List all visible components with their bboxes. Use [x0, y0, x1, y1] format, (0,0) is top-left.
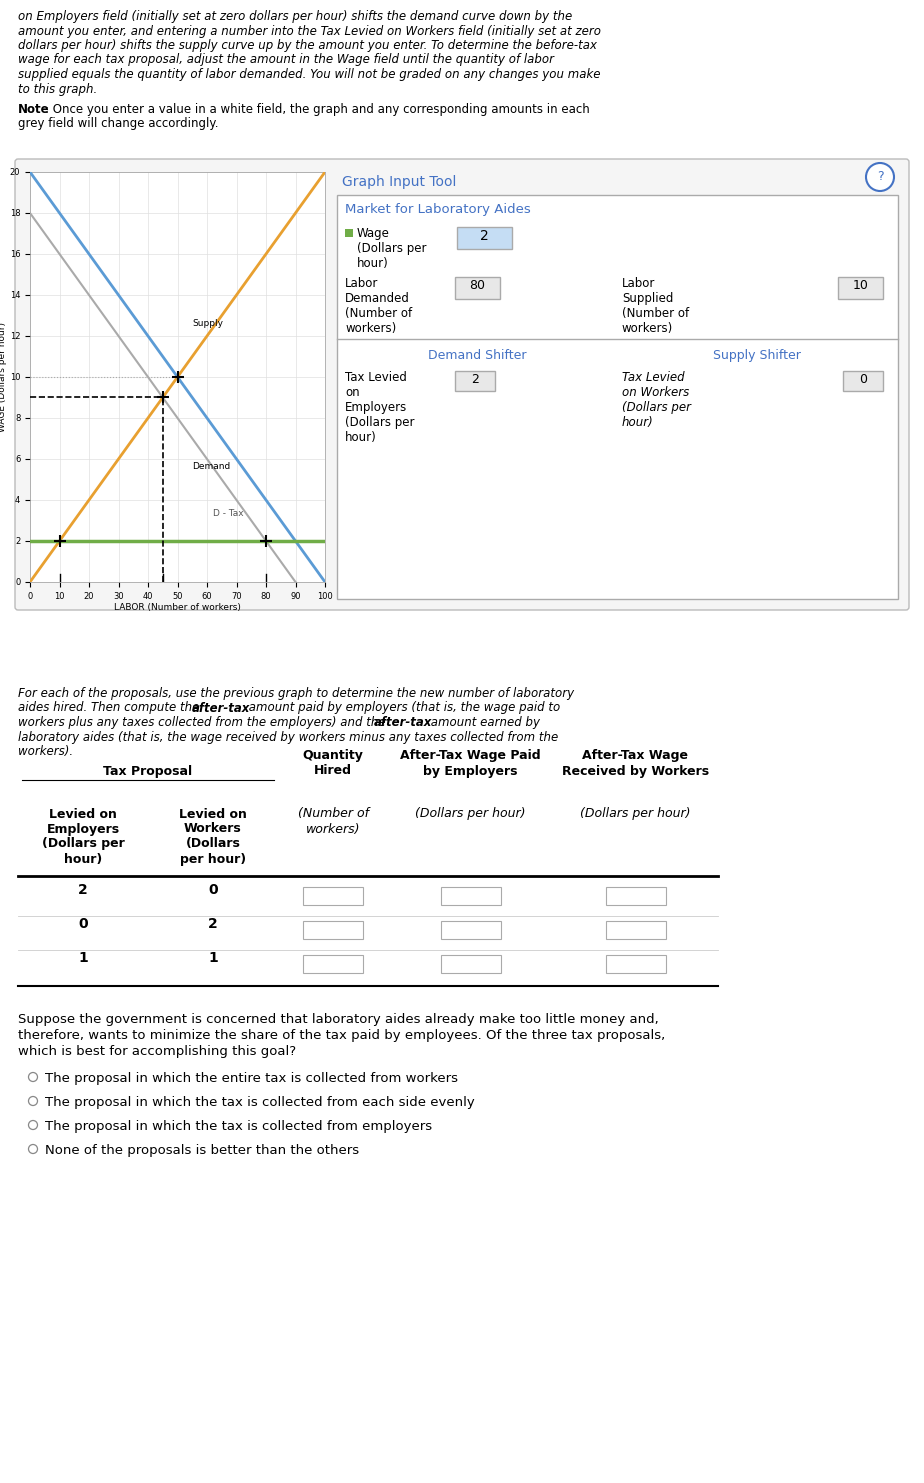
- Text: aides hired. Then compute the: aides hired. Then compute the: [18, 701, 203, 715]
- Text: after-tax: after-tax: [192, 701, 250, 715]
- FancyBboxPatch shape: [843, 371, 883, 392]
- Text: Demand: Demand: [192, 463, 230, 472]
- Text: 2: 2: [79, 884, 88, 897]
- Text: (Dollars per hour): (Dollars per hour): [415, 808, 526, 820]
- Text: Levied on
Workers
(Dollars
per hour): Levied on Workers (Dollars per hour): [179, 808, 247, 866]
- Text: Market for Laboratory Aides: Market for Laboratory Aides: [345, 203, 530, 217]
- FancyBboxPatch shape: [441, 921, 501, 939]
- Text: 0: 0: [208, 884, 218, 897]
- Text: Levied on
Employers
(Dollars per
hour): Levied on Employers (Dollars per hour): [42, 808, 125, 866]
- Text: D - Tax: D - Tax: [213, 509, 244, 519]
- Text: (Dollars per hour): (Dollars per hour): [580, 808, 691, 820]
- Circle shape: [29, 1072, 38, 1081]
- FancyBboxPatch shape: [15, 159, 909, 610]
- Text: 10: 10: [853, 279, 869, 292]
- Text: 1: 1: [79, 952, 88, 965]
- FancyBboxPatch shape: [441, 955, 501, 973]
- Text: workers plus any taxes collected from the employers) and the: workers plus any taxes collected from th…: [18, 716, 389, 730]
- FancyBboxPatch shape: [605, 955, 665, 973]
- Text: 80: 80: [469, 279, 485, 292]
- Text: After-Tax Wage Paid
by Employers: After-Tax Wage Paid by Employers: [400, 749, 541, 777]
- Text: None of the proposals is better than the others: None of the proposals is better than the…: [45, 1143, 359, 1157]
- Text: therefore, wants to minimize the share of the tax paid by employees. Of the thre: therefore, wants to minimize the share o…: [18, 1029, 665, 1043]
- FancyBboxPatch shape: [457, 227, 512, 249]
- X-axis label: LABOR (Number of workers): LABOR (Number of workers): [114, 604, 241, 612]
- FancyBboxPatch shape: [303, 887, 363, 905]
- Text: 2: 2: [480, 228, 489, 243]
- FancyBboxPatch shape: [303, 955, 363, 973]
- Text: which is best for accomplishing this goal?: which is best for accomplishing this goa…: [18, 1044, 296, 1057]
- Y-axis label: WAGE (Dollars per hour): WAGE (Dollars per hour): [0, 322, 6, 432]
- Text: For each of the proposals, use the previous graph to determine the new number of: For each of the proposals, use the previ…: [18, 687, 574, 700]
- Text: Tax Levied
on
Employers
(Dollars per
hour): Tax Levied on Employers (Dollars per hou…: [345, 371, 415, 443]
- Text: 2: 2: [208, 918, 218, 931]
- Text: The proposal in which the entire tax is collected from workers: The proposal in which the entire tax is …: [45, 1072, 458, 1086]
- FancyBboxPatch shape: [838, 277, 883, 300]
- Text: supplied equals the quantity of labor demanded. You will not be graded on any ch: supplied equals the quantity of labor de…: [18, 68, 601, 82]
- Circle shape: [29, 1121, 38, 1130]
- Text: wage for each tax proposal, adjust the amount in the Wage field until the quanti: wage for each tax proposal, adjust the a…: [18, 53, 554, 67]
- Text: Labor
Supplied
(Number of
workers): Labor Supplied (Number of workers): [622, 277, 689, 335]
- Text: 2: 2: [471, 374, 479, 386]
- FancyBboxPatch shape: [605, 887, 665, 905]
- Text: Demand Shifter: Demand Shifter: [428, 349, 527, 362]
- Text: Labor
Demanded
(Number of
workers): Labor Demanded (Number of workers): [345, 277, 412, 335]
- Text: 1: 1: [208, 952, 218, 965]
- FancyBboxPatch shape: [605, 921, 665, 939]
- FancyBboxPatch shape: [455, 277, 500, 300]
- Text: laboratory aides (that is, the wage received by workers minus any taxes collecte: laboratory aides (that is, the wage rece…: [18, 731, 558, 743]
- Text: amount earned by: amount earned by: [427, 716, 540, 730]
- Text: After-Tax Wage
Received by Workers: After-Tax Wage Received by Workers: [562, 749, 709, 777]
- Text: on Employers field (initially set at zero dollars per hour) shifts the demand cu: on Employers field (initially set at zer…: [18, 10, 572, 24]
- Text: workers).: workers).: [18, 744, 73, 758]
- Text: Note: Note: [18, 102, 50, 116]
- Text: 0: 0: [79, 918, 88, 931]
- Text: Supply Shifter: Supply Shifter: [713, 349, 801, 362]
- Text: 0: 0: [859, 374, 867, 386]
- Text: The proposal in which the tax is collected from employers: The proposal in which the tax is collect…: [45, 1120, 432, 1133]
- Text: (Number of
workers): (Number of workers): [298, 808, 369, 835]
- Text: Wage
(Dollars per
hour): Wage (Dollars per hour): [357, 227, 427, 270]
- Circle shape: [866, 163, 894, 191]
- FancyBboxPatch shape: [441, 887, 501, 905]
- Text: after-tax: after-tax: [374, 716, 432, 730]
- Text: Tax Proposal: Tax Proposal: [103, 765, 192, 777]
- Text: to this graph.: to this graph.: [18, 83, 97, 95]
- Text: grey field will change accordingly.: grey field will change accordingly.: [18, 117, 218, 131]
- Text: Tax Levied
on Workers
(Dollars per
hour): Tax Levied on Workers (Dollars per hour): [622, 371, 691, 429]
- Circle shape: [29, 1145, 38, 1154]
- Text: Quantity
Hired: Quantity Hired: [302, 749, 363, 777]
- Text: amount you enter, and entering a number into the Tax Levied on Workers field (in: amount you enter, and entering a number …: [18, 25, 601, 37]
- FancyBboxPatch shape: [337, 194, 898, 599]
- FancyBboxPatch shape: [455, 371, 495, 392]
- Text: : Once you enter a value in a white field, the graph and any corresponding amoun: : Once you enter a value in a white fiel…: [45, 102, 590, 116]
- FancyBboxPatch shape: [303, 921, 363, 939]
- Text: The proposal in which the tax is collected from each side evenly: The proposal in which the tax is collect…: [45, 1096, 475, 1109]
- Text: Graph Input Tool: Graph Input Tool: [342, 175, 456, 188]
- Text: Suppose the government is concerned that laboratory aides already make too littl: Suppose the government is concerned that…: [18, 1013, 659, 1026]
- Text: dollars per hour) shifts the supply curve up by the amount you enter. To determi: dollars per hour) shifts the supply curv…: [18, 39, 597, 52]
- Bar: [345, 228, 353, 237]
- Text: Supply: Supply: [192, 319, 224, 328]
- Circle shape: [29, 1096, 38, 1105]
- Text: amount paid by employers (that is, the wage paid to: amount paid by employers (that is, the w…: [245, 701, 560, 715]
- Text: ?: ?: [877, 169, 883, 182]
